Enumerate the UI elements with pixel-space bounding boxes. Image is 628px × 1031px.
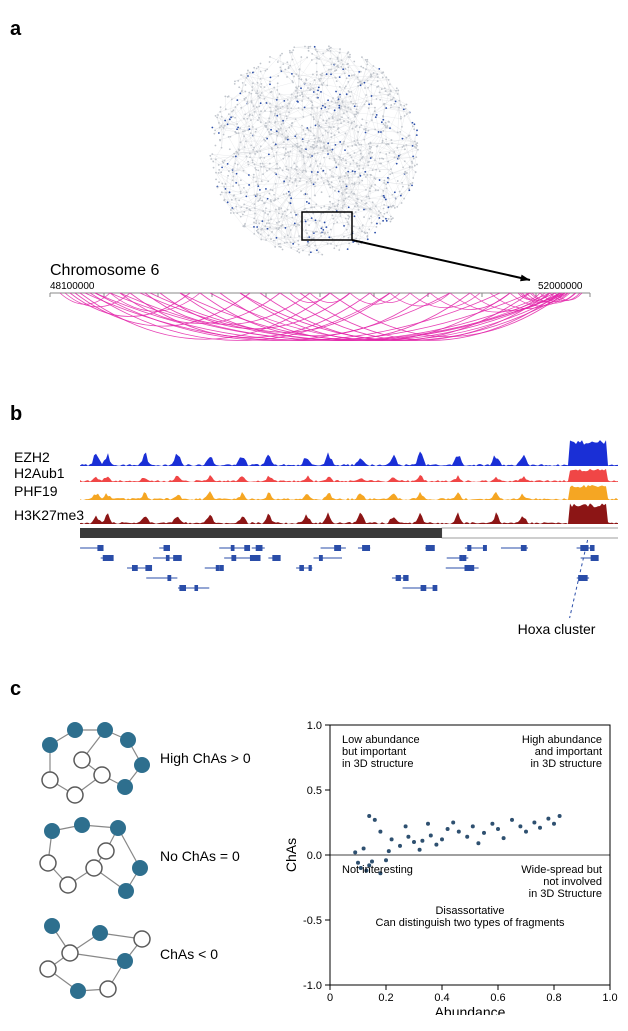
svg-text:H2Aub1: H2Aub1 bbox=[14, 465, 65, 481]
svg-text:Hoxa cluster: Hoxa cluster bbox=[518, 621, 596, 637]
svg-text:Can distinguish two types of f: Can distinguish two types of fragments bbox=[376, 917, 565, 929]
svg-text:EZH2: EZH2 bbox=[14, 449, 50, 465]
svg-text:0.5: 0.5 bbox=[307, 785, 322, 797]
svg-text:Disassortative: Disassortative bbox=[435, 905, 504, 917]
svg-text:52000000: 52000000 bbox=[538, 281, 583, 292]
panel-a-figure: Chromosome 6 48100000 52000000 bbox=[10, 45, 618, 395]
svg-text:and important: and important bbox=[535, 746, 602, 758]
svg-text:in 3D structure: in 3D structure bbox=[342, 758, 414, 770]
svg-text:in 3D Structure: in 3D Structure bbox=[529, 888, 602, 900]
svg-text:Abundance: Abundance bbox=[435, 1004, 506, 1015]
svg-text:High abundance: High abundance bbox=[522, 734, 602, 746]
svg-text:0.4: 0.4 bbox=[434, 992, 449, 1004]
svg-text:0.2: 0.2 bbox=[378, 992, 393, 1004]
svg-text:PHF19: PHF19 bbox=[14, 483, 58, 499]
svg-text:-1.0: -1.0 bbox=[303, 980, 322, 992]
panel-c-label: c bbox=[10, 678, 618, 701]
svg-text:Low abundance: Low abundance bbox=[342, 734, 420, 746]
svg-text:Chromosome 6: Chromosome 6 bbox=[50, 262, 159, 279]
panel-c-figure: High ChAs > 0 No ChAs = 0 ChAs < 0 0 0.2 0.4 0… bbox=[10, 705, 618, 1015]
svg-text:0.6: 0.6 bbox=[490, 992, 505, 1004]
svg-text:in 3D structure: in 3D structure bbox=[530, 758, 602, 770]
svg-text:0: 0 bbox=[327, 992, 333, 1004]
svg-text:High ChAs > 0: High ChAs > 0 bbox=[160, 750, 251, 766]
panel-b-label: b bbox=[10, 403, 618, 426]
svg-text:H3K27me3: H3K27me3 bbox=[14, 507, 84, 523]
panel-b-figure: EZH2H2Aub1 PHF19 H3K27me3 Hoxa cluster bbox=[10, 430, 618, 670]
svg-text:1.0: 1.0 bbox=[307, 720, 322, 732]
svg-text:0.0: 0.0 bbox=[307, 850, 322, 862]
panel-a-label: a bbox=[10, 18, 618, 41]
svg-text:Wide-spread but: Wide-spread but bbox=[521, 864, 602, 876]
svg-text:0.8: 0.8 bbox=[546, 992, 561, 1004]
svg-text:ChAs: ChAs bbox=[283, 838, 299, 872]
svg-text:ChAs < 0: ChAs < 0 bbox=[160, 946, 218, 962]
svg-text:1.0: 1.0 bbox=[602, 992, 617, 1004]
svg-text:No ChAs = 0: No ChAs = 0 bbox=[160, 848, 240, 864]
svg-text:48100000: 48100000 bbox=[50, 281, 95, 292]
svg-text:not involved: not involved bbox=[543, 876, 602, 888]
svg-text:Not interesting: Not interesting bbox=[342, 864, 413, 876]
svg-text:-0.5: -0.5 bbox=[303, 915, 322, 927]
svg-text:but important: but important bbox=[342, 746, 406, 758]
